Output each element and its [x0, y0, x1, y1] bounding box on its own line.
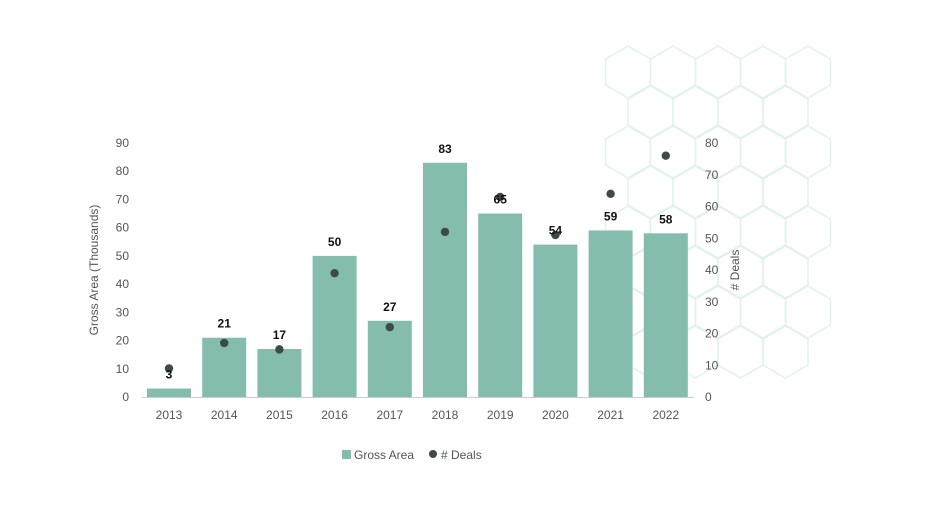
bar-label-2021: 59 [604, 209, 618, 223]
y-right-tick-30: 30 [705, 295, 719, 309]
bar-2017 [367, 320, 412, 397]
y-right-tick-80: 80 [705, 136, 719, 150]
hexagon-4 [784, 45, 832, 99]
bar-2020 [533, 244, 578, 397]
deals-dot-2013 [164, 364, 174, 373]
hexagon-26 [762, 245, 809, 299]
bar-2014 [202, 337, 247, 397]
y-left-tick-80: 80 [116, 164, 130, 178]
y-left-tick-0: 0 [122, 390, 129, 404]
bar-labels-group: 3 21 17 50 27 83 65 54 59 58 [166, 142, 673, 382]
x-tick-2019: 2019 [487, 408, 514, 422]
bar-label-2018: 83 [438, 142, 452, 156]
y-left-tick-50: 50 [116, 249, 130, 263]
legend: Gross Area # Deals [342, 448, 482, 462]
bar-2018 [423, 162, 467, 397]
x-tick-2018: 2018 [432, 408, 459, 422]
hexagon-35 [762, 325, 809, 379]
bar-label-2019: 65 [494, 193, 508, 207]
legend-swatch-gross-area [342, 450, 351, 459]
bar-label-2022: 58 [659, 212, 673, 226]
y-right-tick-40: 40 [705, 263, 719, 277]
y-axis-right-title: # Deals [728, 250, 742, 291]
x-tick-2016: 2016 [321, 408, 348, 422]
bars-group [147, 162, 688, 397]
legend-swatch-deals [429, 450, 437, 458]
y-axis-right-ticks: 0 10 20 30 40 50 60 70 80 [705, 136, 719, 404]
legend-label-gross-area: Gross Area [354, 448, 414, 462]
y-right-tick-60: 60 [705, 200, 719, 214]
bar-2022 [643, 233, 688, 397]
deals-dot-2016 [330, 268, 339, 278]
hexagon-13 [784, 125, 832, 179]
y-right-tick-70: 70 [705, 168, 719, 182]
deals-dot-2019 [496, 192, 505, 202]
bar-label-2013: 3 [166, 368, 173, 382]
hexagon-31 [784, 285, 832, 339]
deals-dot-2021 [606, 189, 615, 198]
x-tick-2013: 2013 [156, 408, 183, 422]
deals-dots-group [164, 151, 670, 373]
y-left-tick-60: 60 [116, 221, 130, 235]
deals-dot-2018 [440, 227, 450, 237]
hexagon-17 [762, 165, 809, 219]
bar-label-2014: 21 [218, 317, 232, 331]
bar-label-2016: 50 [328, 235, 342, 249]
y-left-tick-40: 40 [116, 277, 130, 291]
bar-label-2020: 54 [549, 224, 563, 238]
x-axis-ticks: 2013 2014 2015 2016 2017 2018 2019 2020 2021 2022 [156, 408, 680, 422]
y-right-tick-0: 0 [705, 390, 712, 404]
x-tick-2015: 2015 [266, 408, 293, 422]
y-left-tick-20: 20 [116, 334, 130, 348]
x-tick-2020: 2020 [542, 408, 569, 422]
deals-dot-2022 [661, 151, 670, 160]
x-tick-2017: 2017 [376, 408, 403, 422]
bar-2019 [478, 213, 523, 397]
hexagon-8 [762, 85, 809, 139]
y-right-tick-20: 20 [705, 327, 719, 341]
bar-label-2017: 27 [383, 300, 397, 314]
y-left-tick-90: 90 [116, 136, 130, 150]
y-right-tick-50: 50 [705, 231, 719, 245]
x-tick-2021: 2021 [597, 408, 624, 422]
hexagon-22 [784, 205, 832, 259]
x-tick-2022: 2022 [652, 408, 679, 422]
bar-label-2015: 17 [273, 328, 287, 342]
x-tick-2014: 2014 [211, 408, 238, 422]
bar-2015 [257, 349, 302, 397]
y-left-tick-70: 70 [116, 192, 130, 206]
deals-dot-2017 [385, 322, 394, 332]
y-axis-left-title: Gross Area (Thousands) [87, 205, 101, 336]
deals-dot-2020 [551, 230, 560, 240]
legend-label-deals: # Deals [441, 448, 482, 462]
y-left-tick-10: 10 [116, 362, 130, 376]
y-right-tick-10: 10 [705, 358, 719, 372]
bar-2021 [588, 230, 633, 397]
deals-dot-2015 [275, 345, 284, 354]
deals-dot-2014 [220, 338, 229, 348]
bar-2013 [147, 388, 191, 397]
bar-2016 [312, 255, 357, 397]
y-left-tick-30: 30 [116, 305, 130, 319]
y-axis-left-ticks: 0 10 20 30 40 50 60 70 80 90 [116, 136, 130, 404]
